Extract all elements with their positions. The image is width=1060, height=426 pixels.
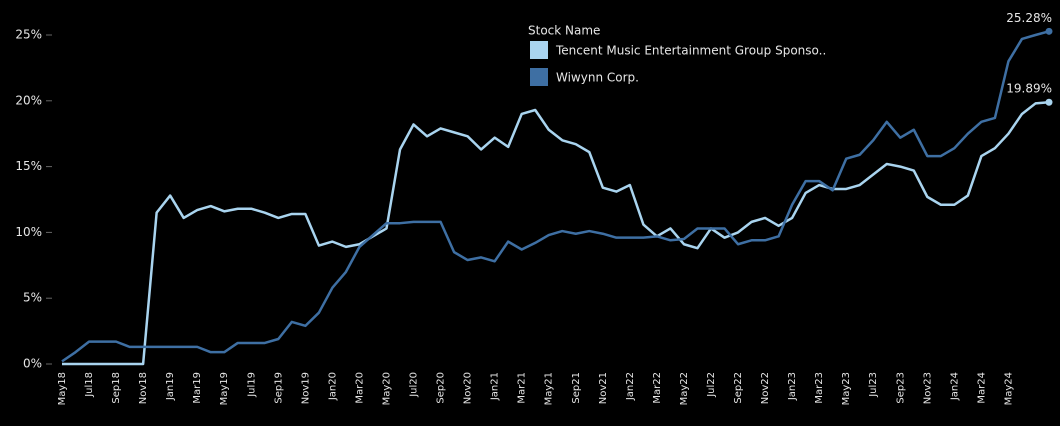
value-label: 25.28% [1006,11,1052,25]
x-tick-label: Jul18 [84,372,95,398]
x-tick-label: Jan22 [625,372,636,401]
series-line [61,30,1050,363]
x-tick-label: Jul20 [409,372,420,398]
x-tick-label: Nov20 [463,372,474,404]
x-tick-label: May21 [544,372,555,405]
x-tick-label: Jan23 [787,372,798,401]
end-dot [1045,98,1053,106]
end-dot [1045,27,1053,35]
x-tick-label: May24 [1003,372,1014,405]
x-tick-label: Mar21 [517,372,528,404]
x-tick-label: Mar20 [354,372,365,404]
x-tick-label: Sep20 [436,372,447,404]
x-tick-label: Nov21 [598,372,609,404]
legend-swatch [530,68,548,86]
x-tick-label: Nov22 [760,372,771,404]
x-tick-label: Mar23 [814,372,825,404]
x-tick-label: Nov19 [300,372,311,404]
x-tick-label: Jan19 [165,372,176,401]
x-tick-label: Jan21 [490,372,501,401]
x-tick-label: Nov18 [138,372,149,404]
x-tick-label: Sep18 [111,372,122,404]
x-tick-label: May23 [841,372,852,405]
y-tick-label: 25% [15,28,42,42]
x-tick-label: Sep23 [895,372,906,404]
legend-label: Wiwynn Corp. [556,71,639,85]
series-line [62,101,1050,366]
y-tick-label: 5% [23,291,42,305]
x-tick-label: May20 [381,372,392,405]
x-tick-label: Jul22 [706,372,717,398]
x-tick-label: Jul19 [246,372,257,398]
x-tick-label: Nov23 [922,372,933,404]
x-tick-label: May18 [57,372,68,405]
x-tick-label: Sep21 [571,372,582,404]
x-tick-label: Sep19 [273,372,284,404]
legend-title: Stock Name [528,24,600,38]
x-tick-label: Mar19 [192,372,203,404]
x-tick-label: Sep22 [733,372,744,404]
y-tick-label: 20% [15,93,42,107]
y-tick-label: 15% [15,159,42,173]
legend-label: Tencent Music Entertainment Group Sponso… [555,44,826,58]
value-label: 19.89% [1006,82,1052,96]
x-tick-label: May19 [219,372,230,405]
x-tick-label: Jan20 [327,372,338,401]
y-tick-label: 0% [23,357,42,371]
x-tick-label: Mar22 [652,372,663,404]
x-tick-label: Mar24 [976,372,987,404]
legend-swatch [530,41,548,59]
y-tick-label: 10% [15,225,42,239]
x-tick-label: Jul23 [868,372,879,398]
x-tick-label: Jan24 [949,372,960,401]
x-tick-label: May22 [679,372,690,405]
